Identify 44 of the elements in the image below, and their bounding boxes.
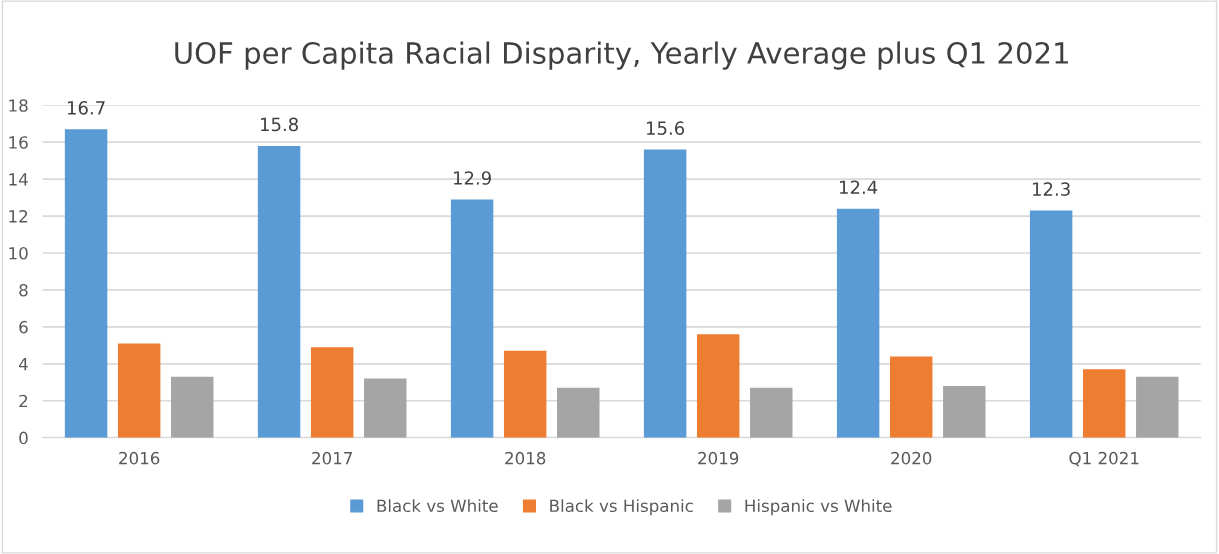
x-tick-label: 2020 — [891, 451, 932, 465]
chart-title: UOF per Capita Racial Disparity, Yearly Average plus Q1 2021 — [175, 41, 1068, 70]
bar — [64, 129, 108, 438]
y-tick-label: 6 — [19, 320, 28, 334]
bar — [889, 356, 933, 438]
x-tick-label: 2017 — [312, 451, 352, 465]
legend-label: Black vs Hispanic — [550, 499, 693, 516]
bar — [310, 347, 354, 438]
bar — [750, 387, 793, 438]
bar — [257, 145, 301, 438]
bar — [450, 199, 494, 438]
data-label: 16.7 — [67, 101, 105, 115]
bar — [1082, 369, 1126, 438]
x-tick-label: 2019 — [698, 451, 739, 465]
y-tick-label: 2 — [19, 394, 28, 408]
y-tick-label: 12 — [9, 210, 28, 223]
data-label: 12.3 — [1033, 182, 1070, 196]
y-tick-label: 18 — [9, 99, 28, 112]
data-label: 15.6 — [647, 121, 685, 135]
y-tick-label: 10 — [9, 246, 28, 260]
bar — [696, 334, 740, 438]
data-label: 12.9 — [453, 171, 491, 185]
bar — [364, 378, 407, 438]
y-tick-label: 14 — [9, 173, 28, 186]
x-tick-label: 2018 — [505, 451, 546, 465]
y-tick-label: 4 — [18, 357, 28, 371]
legend-label: Hispanic vs White — [745, 499, 892, 516]
legend-label: Black vs White — [377, 499, 498, 513]
bar — [557, 387, 600, 438]
bar — [836, 208, 880, 438]
y-tick-label: 0 — [19, 431, 28, 445]
y-tick-label: 8 — [19, 283, 28, 297]
bar — [117, 343, 161, 438]
bar — [171, 376, 214, 438]
bar — [943, 385, 986, 438]
bar — [503, 350, 547, 438]
data-label: 15.8 — [260, 117, 298, 132]
data-label: 12.4 — [840, 180, 878, 194]
bar — [1029, 210, 1073, 438]
x-tick-label: Q1 2021 — [1069, 451, 1139, 467]
y-tick-label: 16 — [9, 136, 28, 149]
x-tick-label: 2016 — [119, 451, 160, 465]
bar — [643, 149, 687, 438]
bar — [1136, 376, 1179, 438]
